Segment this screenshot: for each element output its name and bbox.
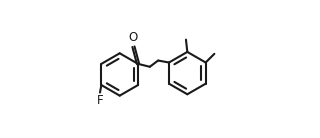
Text: O: O (129, 31, 138, 44)
Text: F: F (97, 94, 103, 107)
